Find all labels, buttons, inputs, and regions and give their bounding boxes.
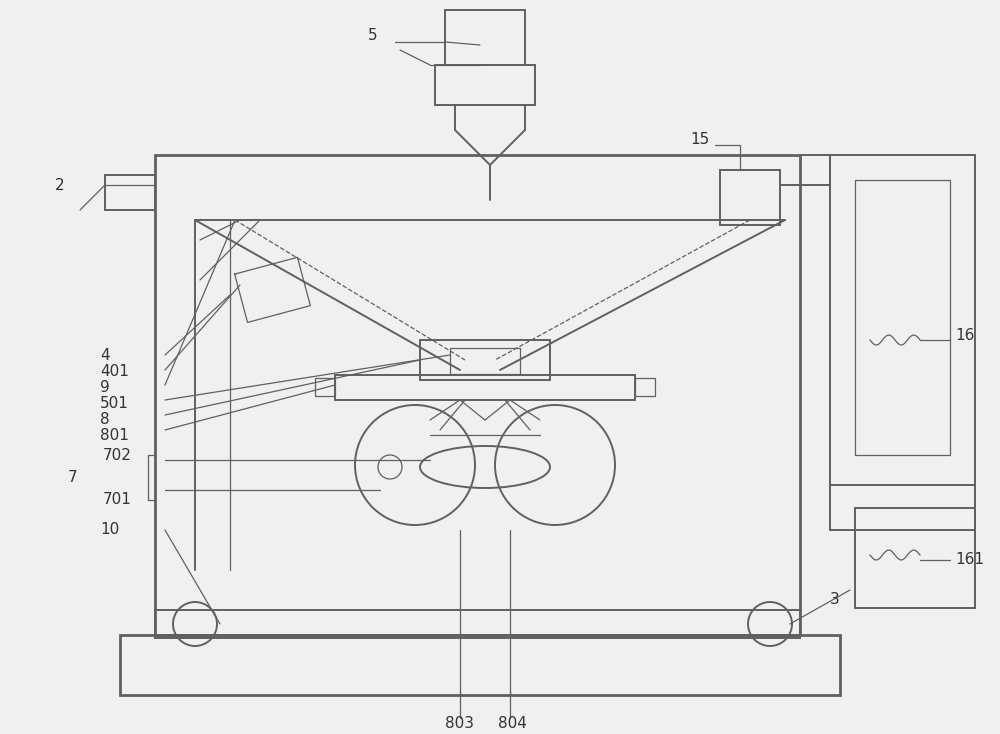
Bar	[855, 508, 975, 608]
Bar	[315, 378, 335, 396]
Text: 161: 161	[955, 553, 984, 567]
Bar	[635, 378, 655, 396]
Bar	[335, 375, 635, 400]
Bar	[155, 610, 800, 638]
Text: 3: 3	[830, 592, 840, 608]
Text: 9: 9	[100, 380, 110, 396]
Text: 4: 4	[100, 347, 110, 363]
Text: 804: 804	[498, 716, 527, 730]
Text: 702: 702	[103, 448, 132, 462]
Bar	[105, 175, 155, 210]
Text: 2: 2	[55, 178, 65, 192]
Bar	[435, 65, 535, 105]
Bar	[830, 155, 975, 485]
Text: 16: 16	[955, 327, 974, 343]
Bar	[420, 340, 550, 380]
Bar	[445, 10, 525, 65]
Text: 5: 5	[368, 27, 378, 43]
Bar	[855, 180, 950, 455]
Bar	[155, 155, 800, 635]
Text: 8: 8	[100, 413, 110, 427]
Text: 701: 701	[103, 493, 132, 507]
Text: 501: 501	[100, 396, 129, 412]
Text: 803: 803	[445, 716, 474, 730]
Text: 15: 15	[690, 133, 709, 148]
Bar	[720, 170, 780, 225]
Text: 10: 10	[100, 523, 119, 537]
Bar	[450, 348, 520, 374]
Text: 401: 401	[100, 365, 129, 379]
Text: 7: 7	[68, 470, 78, 484]
Bar	[120, 635, 840, 695]
Text: 801: 801	[100, 429, 129, 443]
